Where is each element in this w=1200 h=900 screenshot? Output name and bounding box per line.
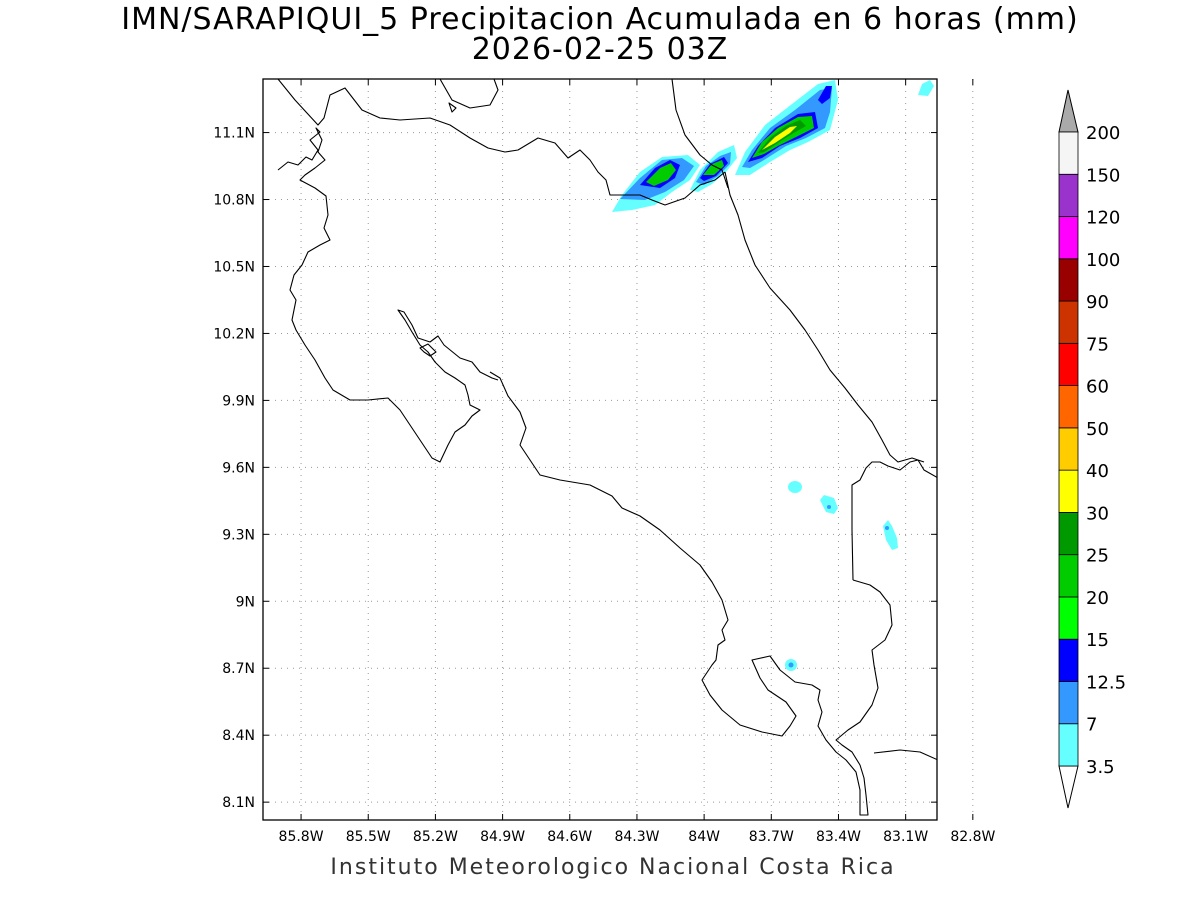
latitude-tick-label: 9N <box>236 594 255 610</box>
colorbar-swatch <box>1058 216 1079 260</box>
colorbar-level-label: 50 <box>1086 419 1109 440</box>
latitude-tick-label: 10.8N <box>213 193 255 209</box>
nicaragua-border-line <box>277 79 726 206</box>
longitude-tick-label: 84.3W <box>614 829 659 845</box>
colorbar-level-label: 200 <box>1086 123 1120 144</box>
colorbar-over-triangle <box>1058 89 1079 133</box>
longitude-tick-label: 83.1W <box>883 829 928 845</box>
latitude-tick-label: 10.2N <box>213 326 255 342</box>
colorbar-swatch <box>1058 554 1079 598</box>
colorbar-swatch <box>1058 342 1079 387</box>
colorbar-swatch <box>1058 300 1079 344</box>
colorbar-under-triangle <box>1058 765 1079 809</box>
map-subtitle-datetime: 2026-02-25 03Z <box>471 32 729 67</box>
longitude-tick-label: 85.2W <box>413 829 458 845</box>
san-juan-river <box>671 79 729 189</box>
longitude-tick-label: 85.8W <box>279 829 324 845</box>
colorbar-swatch <box>1058 638 1079 682</box>
latitude-tick-label: 11.1N <box>213 126 255 142</box>
colorbar-level-label: 20 <box>1086 588 1109 609</box>
caribbean-coastline <box>724 171 925 463</box>
coastlines-and-borders <box>277 79 937 816</box>
lake-nicaragua-shore <box>439 79 499 109</box>
longitude-tick-labels: 85.8W 85.5W 85.2W 84.9W 84.6W 84.3W 84W 83.7W 83… <box>279 79 995 845</box>
pacific-coastline-north <box>277 127 499 463</box>
colorbar-level-label: 25 <box>1086 546 1109 567</box>
latitude-tick-label: 8.1N <box>222 795 255 811</box>
colorbar-level-label: 12.5 <box>1086 672 1126 693</box>
colorbar-level-label: 15 <box>1086 630 1109 651</box>
colorbar-level-label: 30 <box>1086 503 1109 524</box>
colorbar-swatch <box>1058 596 1079 640</box>
pacific-coastline-central <box>489 371 893 816</box>
colorbar-swatch <box>1058 385 1079 429</box>
longitude-tick-label: 84.6W <box>547 829 592 845</box>
chira-island <box>419 343 437 357</box>
precip-cell-north-central <box>690 145 737 192</box>
colorbar-swatch <box>1058 427 1079 471</box>
colorbar-swatch <box>1058 258 1079 302</box>
colorbar: 3.5 7 12.5 15 20 25 30 40 50 60 75 90 100 120 150 200 <box>1058 89 1126 809</box>
precip-cell-osa <box>785 659 797 671</box>
longitude-tick-label: 82.8W <box>950 829 995 845</box>
latitude-tick-label: 10.5N <box>213 259 255 275</box>
colorbar-level-label: 90 <box>1086 292 1109 313</box>
latitude-tick-label: 9.6N <box>222 460 255 476</box>
precip-cell-north-east <box>735 80 838 175</box>
colorbar-swatch <box>1058 681 1079 725</box>
colorbar-swatch <box>1058 131 1079 175</box>
colorbar-swatch <box>1058 723 1079 767</box>
colorbar-level-label: 100 <box>1086 250 1120 271</box>
colorbar-level-label: 60 <box>1086 377 1109 398</box>
longitude-tick-label: 83.4W <box>816 829 861 845</box>
latitude-tick-labels: 11.1N 10.8N 10.5N 10.2N 9.9N 9.6N 9.3N 9N 8.7N 8.… <box>213 126 937 811</box>
precipitation-layer <box>612 80 934 671</box>
longitude-tick-label: 84W <box>688 829 720 845</box>
latitude-tick-label: 8.4N <box>222 728 255 744</box>
colorbar-level-label: 7 <box>1086 715 1097 736</box>
precip-cell-caribbean-1 <box>788 481 802 493</box>
lat-lon-grid <box>263 79 974 820</box>
precip-cell-caribbean-2 <box>820 495 838 514</box>
colorbar-swatch <box>1058 512 1079 556</box>
longitude-tick-label: 85.5W <box>346 829 391 845</box>
latitude-tick-label: 8.7N <box>222 661 255 677</box>
precip-cell-caribbean-3 <box>883 520 898 550</box>
colorbar-level-label: 150 <box>1086 165 1120 186</box>
panama-border-and-caribbean-bocas <box>851 459 937 581</box>
map-title: IMN/SARAPIQUI_5 Precipitacion Acumulada … <box>121 2 1079 37</box>
colorbar-swatch <box>1058 469 1079 513</box>
institution-credit: Instituto Meteorologico Nacional Costa R… <box>330 855 896 880</box>
southern-coast-east <box>873 749 937 761</box>
precip-cell-northeast-corner <box>918 80 934 96</box>
colorbar-level-label: 75 <box>1086 334 1109 355</box>
map-area: 85.8W 85.5W 85.2W 84.9W 84.6W 84.3W 84W 83.7W 83… <box>213 78 995 845</box>
colorbar-level-label: 40 <box>1086 461 1109 482</box>
precip-cell-north-west <box>612 155 700 212</box>
colorbar-swatch <box>1058 173 1079 217</box>
map-frame <box>262 78 938 821</box>
latitude-tick-label: 9.3N <box>222 527 255 543</box>
colorbar-level-label: 120 <box>1086 208 1120 229</box>
longitude-tick-label: 84.9W <box>480 829 525 845</box>
latitude-tick-label: 9.9N <box>222 393 255 409</box>
colorbar-level-label: 3.5 <box>1086 757 1115 778</box>
longitude-tick-label: 83.7W <box>749 829 794 845</box>
ometepe-island <box>448 102 457 113</box>
